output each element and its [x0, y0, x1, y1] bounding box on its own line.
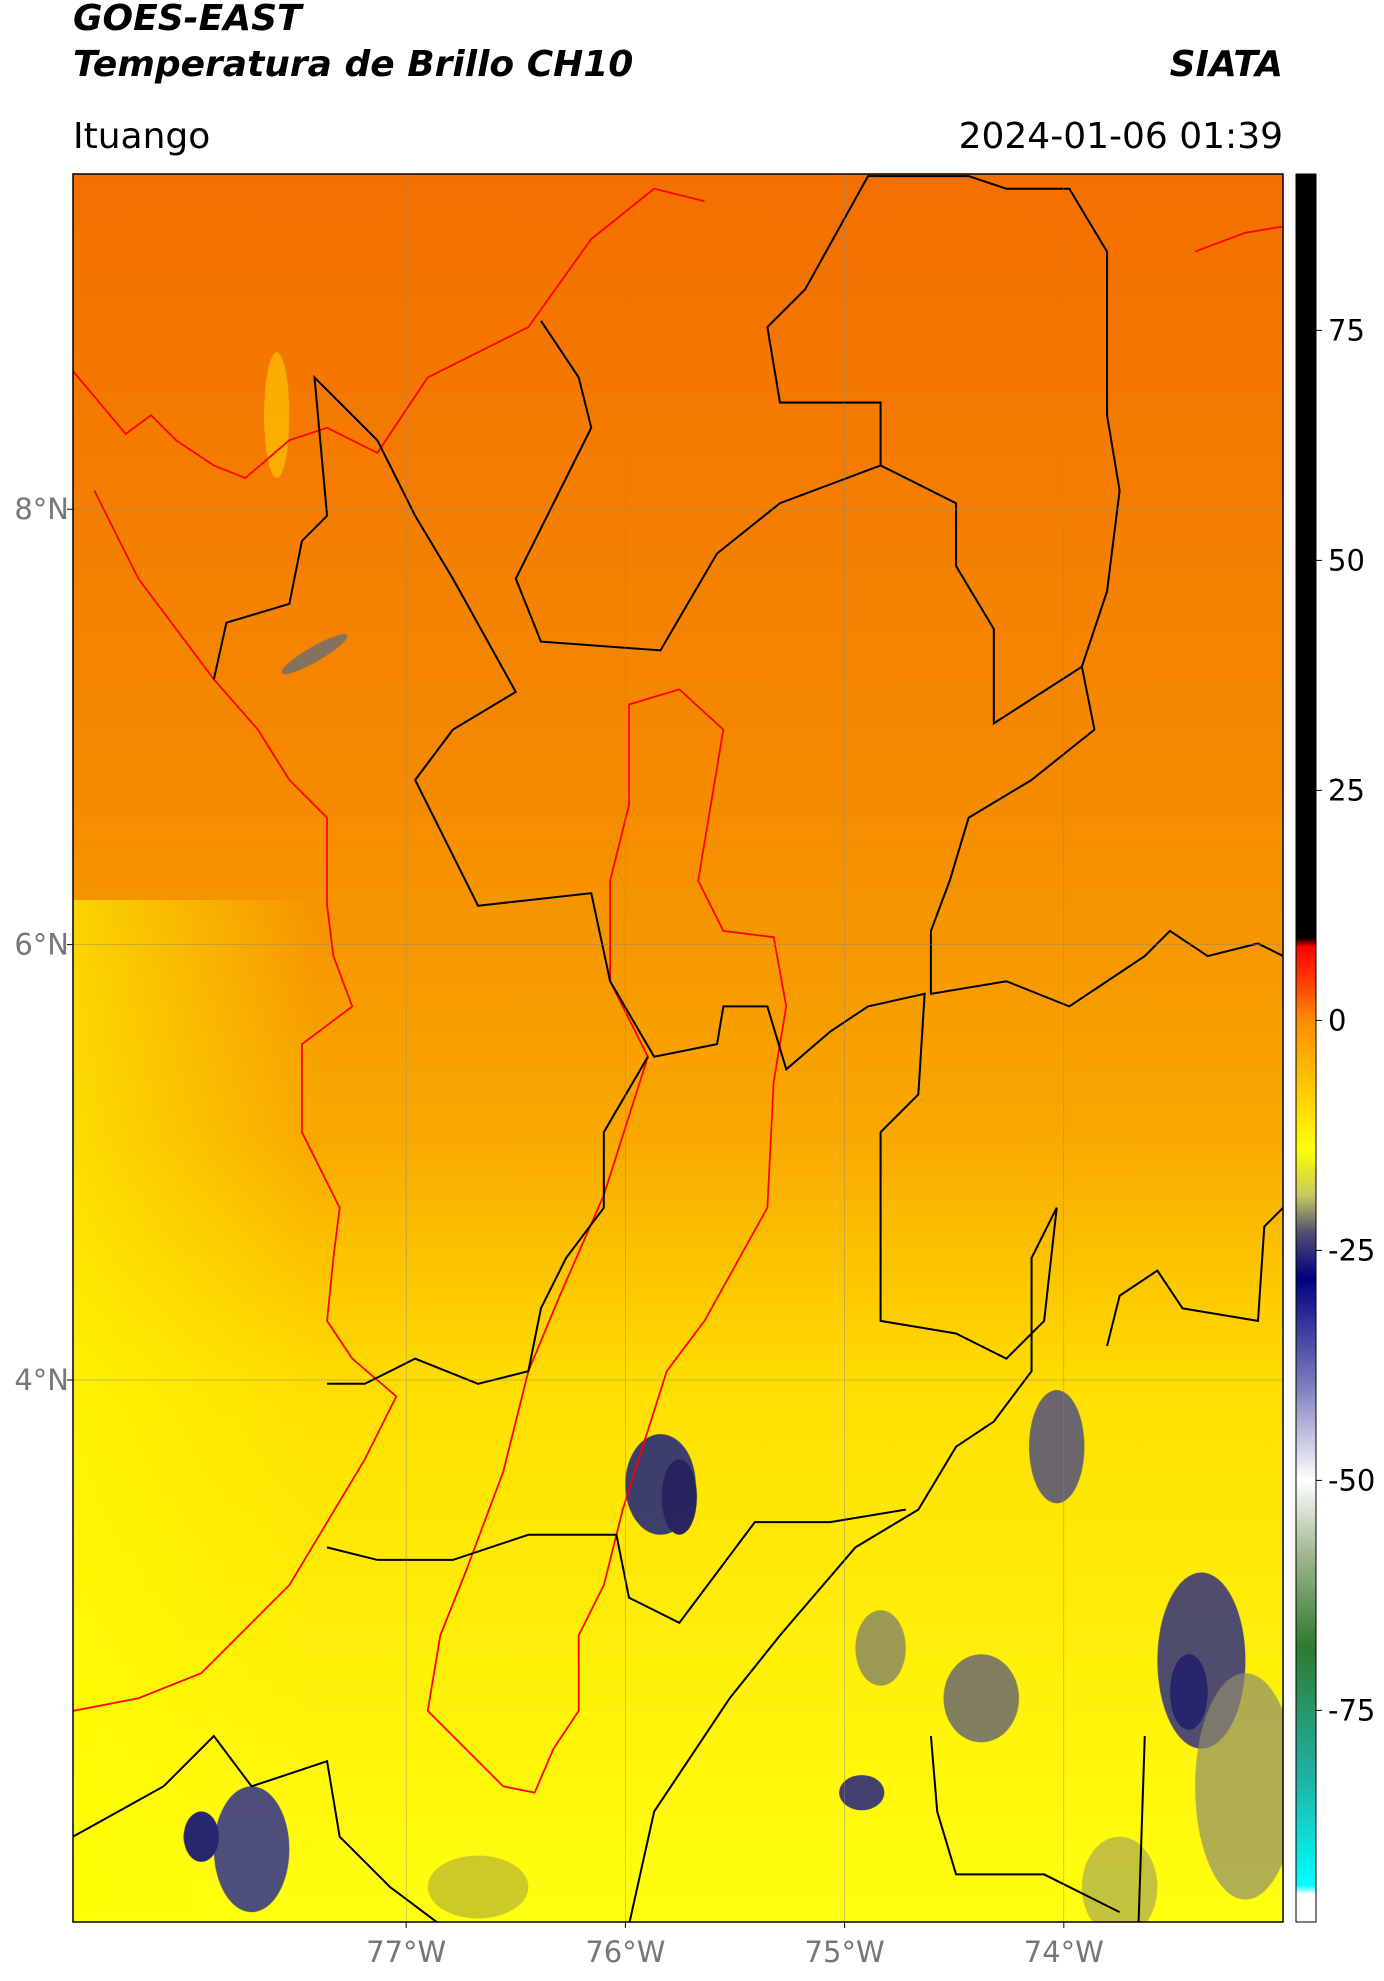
x-tick-label: 76°W [585, 1935, 665, 1969]
colorbar-tick-label: 0 [1328, 1003, 1346, 1037]
colorbar-tick-label: -50 [1328, 1463, 1375, 1497]
brand: SIATA [1170, 44, 1283, 85]
subtitle: Temperatura de Brillo CH10 [73, 44, 633, 85]
map-frame [72, 173, 1284, 1923]
location: Ituango [73, 116, 210, 157]
title: GOES-EAST [73, 0, 304, 39]
y-tick-label: 4°N [14, 1363, 69, 1397]
colorbar-tick-label: 25 [1328, 773, 1365, 807]
colorbar-tick-label: -75 [1328, 1693, 1375, 1727]
colorbar-tick-label: 75 [1328, 313, 1365, 347]
grid [73, 174, 1283, 1922]
x-tick-label: 77°W [366, 1935, 446, 1969]
colorbar-tick-label: -25 [1328, 1233, 1375, 1267]
colorbar [1295, 173, 1317, 1923]
timestamp: 2024-01-06 01:39 [959, 116, 1283, 157]
y-tick-label: 8°N [14, 492, 69, 526]
x-tick-label: 74°W [1024, 1935, 1104, 1969]
colorbar-tick-label: 50 [1328, 543, 1365, 577]
map-image [73, 174, 1283, 1922]
x-tick-label: 75°W [805, 1935, 885, 1969]
y-tick-label: 6°N [14, 928, 69, 962]
